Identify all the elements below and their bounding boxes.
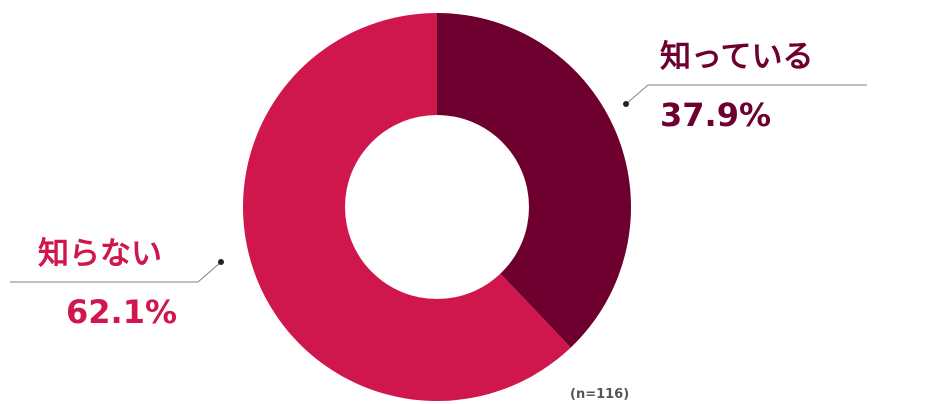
leader-line-unknown [197, 261, 222, 283]
sample-size-note: (n=116) [570, 387, 629, 402]
slice-value-unknown: 62.1% [66, 293, 177, 331]
leader-dot-known [623, 101, 629, 107]
slice-value-known: 37.9% [660, 96, 771, 134]
leader-line-known [625, 84, 649, 105]
slice-label-known: 知っている [660, 39, 813, 75]
slice-label-unknown: 知らない [38, 236, 162, 272]
donut-hole [345, 115, 529, 299]
leader-dot-unknown [218, 259, 224, 265]
slice-known [437, 13, 631, 348]
